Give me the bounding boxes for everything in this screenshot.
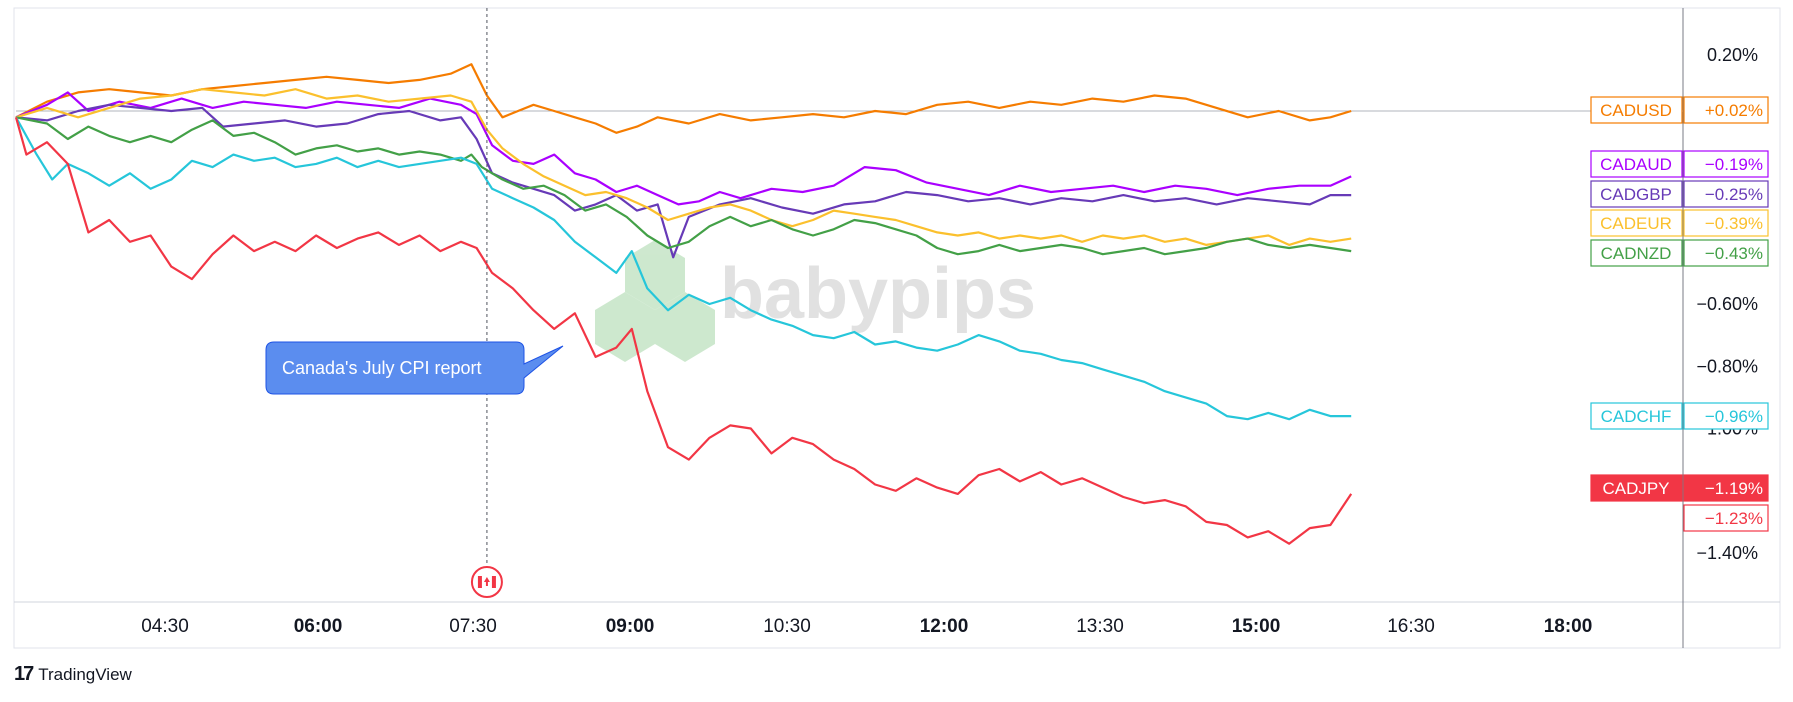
series-line-cadchf[interactable] [15,116,1352,421]
value-tag-cadaud[interactable]: CADAUD −0.19% [1590,150,1769,178]
x-axis-ticks: 04:30 06:00 07:30 09:00 10:30 12:00 13:30 15:00… [141,616,1592,637]
secondary-value-box [1683,504,1769,532]
series-value-label: −0.25% [1705,185,1763,204]
series-value-label: −0.43% [1705,244,1763,263]
x-tick-label: 15:00 [1232,616,1281,637]
series-value-box [1683,474,1769,502]
series-name-label: CADGBP [1600,185,1672,204]
series-name-label: CADJPY [1602,479,1669,498]
series-value-box [1683,150,1769,178]
value-tag-cadjpy[interactable]: CADJPY −1.19% [1590,474,1769,502]
series-line-cadnzd[interactable] [15,116,1352,256]
x-tick-label: 04:30 [141,616,189,637]
series-name-box [1590,209,1683,237]
series-name-box [1590,474,1683,502]
plot-frame [13,7,1781,649]
series-line-cadaud[interactable] [15,91,1352,206]
y-tick-label: −1.40% [1696,543,1758,563]
value-tag-cadnzd[interactable]: CADNZD −0.43% [1590,239,1769,267]
series-line-cadgbp[interactable] [15,103,1352,259]
y-tick-label: −0.80% [1696,356,1758,376]
y-tick-label: −0.60% [1696,294,1758,314]
series-value-label: −0.39% [1705,214,1763,233]
tradingview-brand[interactable]: TradingView [38,664,132,684]
watermark-text: babypips [720,254,1036,334]
watermark-cube-icon [595,240,715,362]
x-tick-label: 13:30 [1076,616,1124,637]
series-name-box [1590,150,1683,178]
series-value-box [1683,209,1769,237]
x-tick-label: 16:30 [1387,616,1435,637]
series-layer [14,63,1683,545]
series-name-label: CADEUR [1600,214,1672,233]
series-value-box [1683,96,1769,124]
y-tick-label: 0.20% [1707,45,1758,65]
series-value-label: −1.19% [1705,479,1763,498]
x-tick-label: 12:00 [920,616,969,637]
series-value-label: −0.96% [1705,407,1763,426]
series-name-label: CADUSD [1600,101,1672,120]
series-name-label: CADAUD [1600,155,1672,174]
series-value-box [1683,180,1769,208]
canada-flag-icon[interactable] [470,566,503,598]
series-name-box [1590,96,1683,124]
footer: 17 TradingView [14,663,132,686]
watermark: babypips [595,240,1036,362]
series-value-box [1683,239,1769,267]
series-value-tags: CADUSD +0.02% CADAUD −0.19% CADGBP −0.25% CADE… [1590,96,1769,532]
annotation-callout[interactable]: Canada's July CPI report [265,341,564,395]
value-tag-cadusd[interactable]: CADUSD +0.02% [1590,96,1769,124]
value-tag-cadchf[interactable]: CADCHF −0.96% [1590,402,1769,430]
series-value-label: +0.02% [1705,101,1763,120]
series-line-cadeur[interactable] [15,88,1352,246]
value-tag-cadjpy-secondary[interactable]: −1.23% [1683,504,1769,532]
series-name-box [1590,239,1683,267]
series-name-label: CADNZD [1601,244,1672,263]
series-name-box [1590,402,1683,430]
x-tick-label: 07:30 [449,616,497,637]
tradingview-logo-icon[interactable]: 17 [14,663,34,685]
x-tick-label: 06:00 [294,616,343,637]
series-name-label: CADCHF [1601,407,1672,426]
series-name-box [1590,180,1683,208]
series-value-box [1683,402,1769,430]
x-tick-label: 10:30 [763,616,811,637]
annotation-text: Canada's July CPI report [282,358,482,378]
x-tick-label: 18:00 [1544,616,1593,637]
secondary-value-label: −1.23% [1705,509,1763,528]
value-tag-cadgbp[interactable]: CADGBP −0.25% [1590,180,1769,208]
value-tag-cadeur[interactable]: CADEUR −0.39% [1590,209,1769,237]
series-line-cadjpy[interactable] [14,117,1353,545]
x-tick-label: 09:00 [606,616,655,637]
series-line-cadusd[interactable] [15,63,1352,134]
series-value-label: −0.19% [1705,155,1763,174]
